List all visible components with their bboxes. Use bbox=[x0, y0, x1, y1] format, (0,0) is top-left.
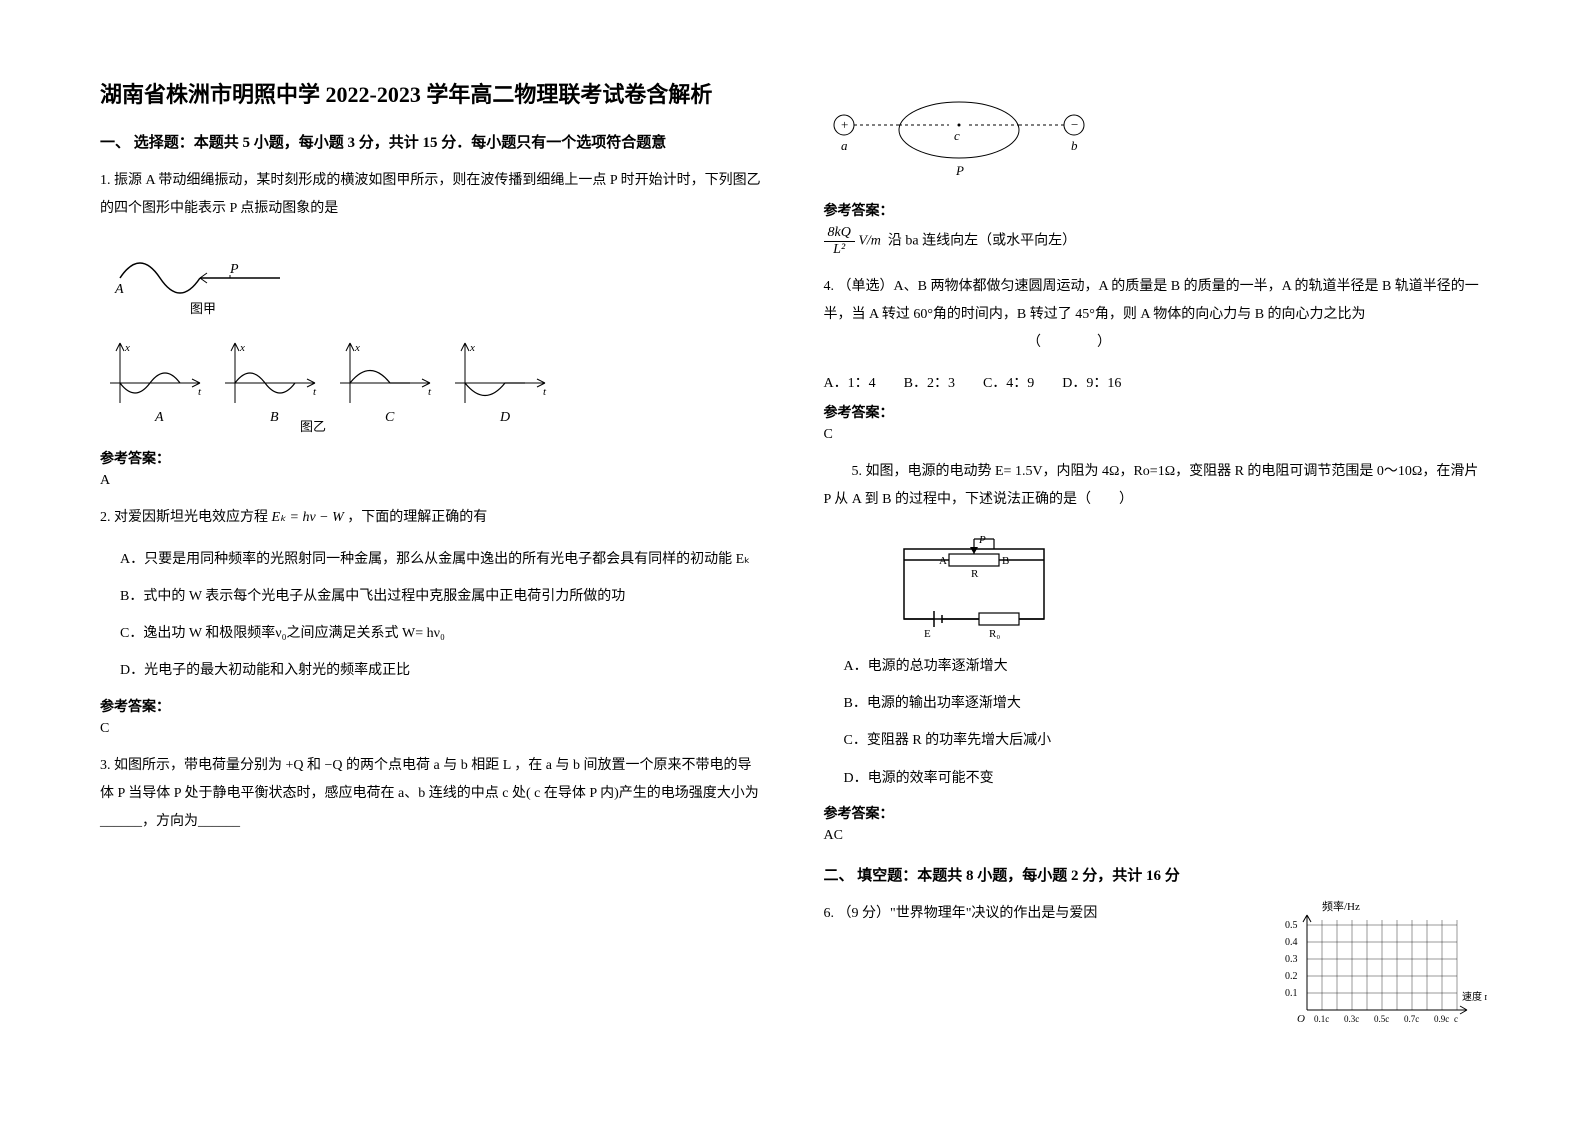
svg-text:E: E bbox=[924, 628, 931, 639]
section2-header: 二、 填空题：本题共 8 小题，每小题 2 分，共计 16 分 bbox=[824, 864, 1488, 885]
svg-text:0.1c: 0.1c bbox=[1314, 1014, 1329, 1024]
svg-text:O: O bbox=[1297, 1013, 1305, 1025]
q5-optC: C．变阻器 R 的功率先增大后减小 bbox=[844, 728, 1488, 753]
q2-optC: C．逸出功 W 和极限频率ν₀之间应满足关系式 W= hν₀ bbox=[120, 621, 764, 646]
question-6: 频率/Hz 0.5 0.4 0.3 0.2 0.1 bbox=[824, 900, 1488, 1041]
question-3: 3. 如图所示，带电荷量分别为 +Q 和 −Q 的两个点电荷 a 与 b 相距 … bbox=[100, 752, 764, 836]
svg-text:A: A bbox=[114, 282, 124, 297]
q6-text: 6. （9 分）"世界物理年"决议的作出是与爱因 bbox=[824, 906, 1098, 921]
q3-answer: 8kQ L² V/m 沿 ba 连线向左（或水平向左） bbox=[824, 225, 1488, 258]
svg-text:D: D bbox=[499, 410, 510, 425]
q1-figure-1: A P 图甲 bbox=[100, 238, 764, 318]
q3-figure: + a − b c P bbox=[824, 95, 1488, 185]
svg-text:0.5c: 0.5c bbox=[1374, 1014, 1389, 1024]
svg-text:图甲: 图甲 bbox=[190, 301, 216, 316]
svg-text:0.4: 0.4 bbox=[1285, 937, 1298, 948]
svg-text:频率/Hz: 频率/Hz bbox=[1322, 900, 1360, 913]
q6-chart: 频率/Hz 0.5 0.4 0.3 0.2 0.1 bbox=[1267, 900, 1487, 1041]
q3-num: 8kQ bbox=[824, 225, 855, 242]
svg-text:A: A bbox=[939, 555, 947, 567]
svg-text:c: c bbox=[954, 128, 960, 143]
svg-text:0.2: 0.2 bbox=[1285, 971, 1298, 982]
svg-text:x: x bbox=[239, 342, 245, 354]
q2-answer-label: 参考答案： bbox=[100, 696, 764, 716]
svg-text:A: A bbox=[154, 410, 164, 425]
question-1: 1. 振源 A 带动细绳振动，某时刻形成的横波如图甲所示，则在波传播到细绳上一点… bbox=[100, 167, 764, 223]
svg-text:+: + bbox=[841, 117, 848, 132]
svg-text:B: B bbox=[270, 410, 279, 425]
svg-text:0.9c: 0.9c bbox=[1434, 1014, 1449, 1024]
svg-text:b: b bbox=[1071, 138, 1078, 153]
q5-optB: B．电源的输出功率逐渐增大 bbox=[844, 691, 1488, 716]
q2-optA: A．只要是用同种频率的光照射同一种金属，那么从金属中逸出的所有光电子都会具有同样… bbox=[120, 547, 764, 572]
svg-text:0.3c: 0.3c bbox=[1344, 1014, 1359, 1024]
q5-answer: AC bbox=[824, 828, 1488, 844]
q3-answer-label: 参考答案： bbox=[824, 200, 1488, 220]
section1-header: 一、 选择题：本题共 5 小题，每小题 3 分，共计 15 分．每小题只有一个选… bbox=[100, 131, 764, 152]
svg-text:R₀: R₀ bbox=[989, 628, 1000, 639]
svg-text:P: P bbox=[229, 262, 239, 277]
q5-answer-label: 参考答案： bbox=[824, 803, 1488, 823]
q2-optB: B．式中的 W 表示每个光电子从金属中飞出过程中克服金属中正电荷引力所做的功 bbox=[120, 584, 764, 609]
q3-den: L² bbox=[824, 242, 855, 258]
q2-answer: C bbox=[100, 721, 764, 737]
svg-text:速度 m/s: 速度 m/s bbox=[1462, 990, 1487, 1003]
q1-answer: A bbox=[100, 473, 764, 489]
q1-figure-2: x t A x t B bbox=[100, 333, 764, 433]
q2-formula: Eₖ = hν − W bbox=[272, 510, 344, 525]
svg-text:0.5: 0.5 bbox=[1285, 920, 1298, 931]
svg-text:c: c bbox=[1454, 1014, 1458, 1024]
svg-text:R: R bbox=[971, 568, 979, 580]
q4-paren: （ ） bbox=[1027, 335, 1111, 350]
q1-answer-label: 参考答案： bbox=[100, 448, 764, 468]
q3-unit: V/m bbox=[858, 234, 881, 249]
svg-text:−: − bbox=[1071, 117, 1078, 132]
q4-answer: C bbox=[824, 427, 1488, 443]
exam-title: 湖南省株洲市明照中学 2022-2023 学年高二物理联考试卷含解析 bbox=[100, 80, 764, 111]
q5-optD: D．电源的效率可能不变 bbox=[844, 766, 1488, 791]
svg-text:图乙: 图乙 bbox=[300, 419, 326, 433]
q4-options: A．1：4 B．2：3 C．4：9 D．9：16 bbox=[824, 372, 1488, 392]
q5-optA: A．电源的总功率逐渐增大 bbox=[844, 654, 1488, 679]
svg-text:x: x bbox=[354, 342, 360, 354]
svg-text:B: B bbox=[1002, 555, 1009, 567]
q5-circuit: P A R B E R₀ bbox=[884, 529, 1488, 639]
svg-text:t: t bbox=[198, 386, 202, 398]
q4-answer-label: 参考答案： bbox=[824, 402, 1488, 422]
svg-text:x: x bbox=[124, 342, 130, 354]
svg-text:0.7c: 0.7c bbox=[1404, 1014, 1419, 1024]
question-2: 2. 对爱因斯坦光电效应方程 Eₖ = hν − W ，下面的理解正确的有 bbox=[100, 504, 764, 532]
q2-text1: 2. 对爱因斯坦光电效应方程 bbox=[100, 510, 268, 525]
question-5: 5. 如图，电源的电动势 E= 1.5V，内阻为 4Ω，Ro=1Ω，变阻器 R … bbox=[824, 458, 1488, 514]
svg-text:t: t bbox=[428, 386, 432, 398]
q4-text: 4. （单选）A、B 两物体都做匀速圆周运动，A 的质量是 B 的质量的一半，A… bbox=[824, 279, 1479, 322]
svg-text:t: t bbox=[543, 386, 547, 398]
q2-optD: D．光电子的最大初动能和入射光的频率成正比 bbox=[120, 658, 764, 683]
svg-text:0.1: 0.1 bbox=[1285, 988, 1298, 999]
q3-direction: 沿 ba 连线向左（或水平向左） bbox=[888, 234, 1076, 249]
svg-text:x: x bbox=[469, 342, 475, 354]
svg-text:a: a bbox=[841, 138, 848, 153]
q2-text2: ，下面的理解正确的有 bbox=[347, 510, 487, 525]
svg-text:P: P bbox=[955, 163, 964, 178]
svg-text:t: t bbox=[313, 386, 317, 398]
svg-text:0.3: 0.3 bbox=[1285, 954, 1298, 965]
svg-text:P: P bbox=[978, 534, 986, 546]
question-4: 4. （单选）A、B 两物体都做匀速圆周运动，A 的质量是 B 的质量的一半，A… bbox=[824, 273, 1488, 357]
svg-text:C: C bbox=[385, 410, 395, 425]
